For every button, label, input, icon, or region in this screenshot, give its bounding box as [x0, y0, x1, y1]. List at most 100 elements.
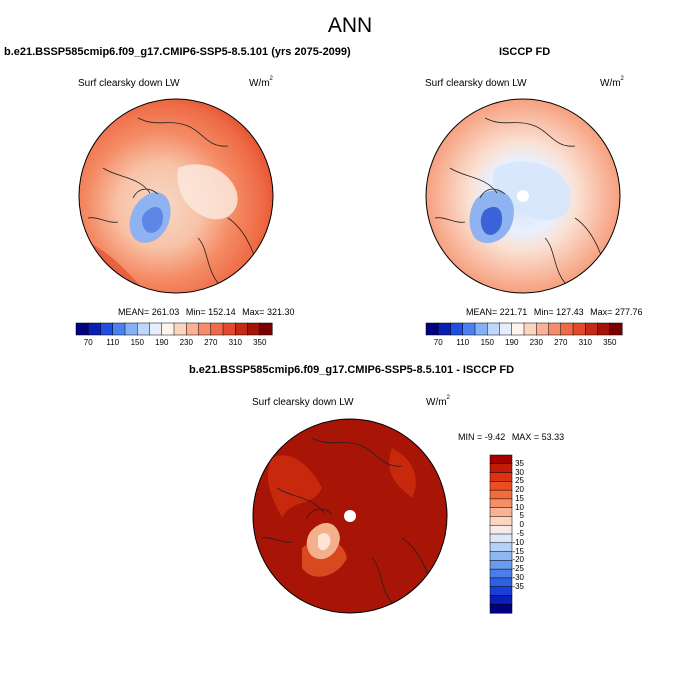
panel1-colorbar-ticks: 70 110 150 190 230 270 310 350 — [76, 338, 272, 350]
panel1-greenland-core — [141, 206, 164, 233]
panel3-colorbar-tick: -15 — [512, 546, 524, 556]
panel2-colorbar-tick: 270 — [554, 338, 568, 347]
panel2-colorbar-swatch — [572, 322, 586, 336]
panel3-title: b.e21.BSSP585cmip6.f09_g17.CMIP6-SSP5-8.… — [189, 364, 515, 376]
panel1-colorbar-swatch — [210, 322, 224, 336]
panel1-colorbar-swatch — [75, 322, 89, 336]
panel2-colorbar-swatch — [560, 322, 574, 336]
panel3-coastlines — [261, 437, 433, 604]
panel1-colorbar-swatch — [100, 322, 114, 336]
panel1-colorbar-tick: 190 — [155, 338, 169, 347]
panel1-colorbar-swatch — [112, 322, 126, 336]
panel1-colorbar-swatch — [222, 322, 236, 336]
panel2-coastlines — [434, 117, 606, 284]
panel2-colorbar-swatch — [597, 322, 611, 336]
panel2-colorbar-swatch — [450, 322, 464, 336]
panel3-colorbar-ticks: 35 30 25 20 15 10 5 0 -5 -10 -15 -20 -25 -30 -35 — [488, 455, 528, 613]
panel1-colorbar-swatch — [235, 322, 249, 336]
panel1-colorbar-tick: 270 — [204, 338, 218, 347]
figure-title: ANN — [327, 14, 373, 37]
panel2-colorbar-swatch — [548, 322, 562, 336]
panel2-colorbar-swatch — [523, 322, 537, 336]
panel1-colorbar-tick: 150 — [130, 338, 144, 347]
panel1-colorbar-tick: 310 — [228, 338, 242, 347]
panel1-coastlines — [87, 117, 259, 284]
panel3-colorbar-tick: -35 — [512, 581, 524, 591]
panel2-colorbar-tick: 350 — [603, 338, 617, 347]
panel3-colorbar-swatch — [489, 603, 513, 614]
panel2-polar-map — [425, 98, 621, 294]
panel2-units-label: W/m2 — [600, 76, 624, 89]
panel2-colorbar-swatch — [474, 322, 488, 336]
panel1-colorbar-tick: 110 — [106, 338, 120, 347]
panel3-colorbar-tick: -5 — [516, 529, 524, 538]
panel2-title: ISCCP FD — [499, 46, 551, 58]
panel2-variable-label: Surf clearsky down LW — [425, 78, 527, 89]
panel1-map-boundary — [78, 98, 274, 294]
panel1-colorbar-swatch — [186, 322, 200, 336]
panel1-colorbar-swatch — [173, 322, 187, 336]
panel1-colorbar-swatch — [124, 322, 138, 336]
panel2-colorbar-swatch — [438, 322, 452, 336]
panel2-colorbar — [425, 322, 623, 336]
panel2-colorbar-tick: 230 — [529, 338, 543, 347]
panel3-colorbar-tick: 30 — [515, 467, 524, 477]
panel2-colorbar-tick: 150 — [480, 338, 494, 347]
panel1-colorbar-swatch — [137, 322, 151, 336]
panel3-variable-label: Surf clearsky down LW — [252, 397, 354, 408]
panel3-colorbar-tick: 15 — [515, 493, 524, 503]
panel1-colorbar-swatch — [161, 322, 175, 336]
panel3-colorbar-tick: 0 — [519, 520, 524, 530]
panel3-colorbar-tick: -25 — [512, 564, 524, 574]
panel2-stats: MEAN= 221.71 Min= 127.43 Max= 277.76 — [466, 307, 643, 317]
panel1-units-label: W/m2 — [249, 76, 273, 89]
panel3-stats: MIN = -9.42 MAX = 53.33 — [458, 432, 565, 442]
panel1-colorbar-tick: 70 — [83, 338, 93, 347]
panel2-colorbar-tick: 310 — [578, 338, 592, 347]
panel3-map-boundary — [252, 418, 448, 614]
panel2-colorbar-swatch — [462, 322, 476, 336]
panel3-colorbar-tick: 20 — [515, 485, 524, 495]
panel3-greenland-core — [318, 533, 331, 551]
panel3-colorbar-tick: -10 — [512, 537, 524, 547]
panel1-title: b.e21.BSSP585cmip6.f09_g17.CMIP6-SSP5-8.… — [4, 46, 351, 58]
panel3-polar-map — [252, 418, 448, 614]
panel3-units-label: W/m2 — [426, 395, 450, 408]
panel2-colorbar-swatch — [487, 322, 501, 336]
panel1-polar-map — [78, 98, 274, 294]
panel3-field-patch-b — [389, 448, 416, 498]
panel1-colorbar-swatch — [198, 322, 212, 336]
panel1-arctic-ocean-field — [177, 164, 238, 220]
panel1-colorbar-swatch — [259, 322, 273, 336]
panel3-colorbar-tick: -30 — [512, 572, 524, 582]
panel1-variable-label: Surf clearsky down LW — [78, 78, 180, 89]
panel2-colorbar-tick: 110 — [456, 338, 470, 347]
panel2-colorbar-swatch — [609, 322, 623, 336]
panel1-colorbar-swatch — [88, 322, 102, 336]
panel3-pole-hole — [344, 510, 356, 522]
panel2-colorbar-swatch — [511, 322, 525, 336]
panel2-colorbar-tick: 70 — [433, 338, 443, 347]
panel3-colorbar-tick: 10 — [515, 502, 524, 512]
panel2-pole-hole — [517, 190, 529, 202]
panel2-colorbar-swatch — [425, 322, 439, 336]
panel2-map-boundary — [425, 98, 621, 294]
panel2-colorbar-swatch — [536, 322, 550, 336]
panel3-colorbar-tick: -20 — [512, 555, 524, 565]
panel1-colorbar — [75, 322, 273, 336]
panel1-colorbar-swatch — [149, 322, 163, 336]
panel1-stats: MEAN= 261.03 Min= 152.14 Max= 321.30 — [118, 307, 295, 317]
panel3-colorbar — [489, 454, 513, 614]
panel3-field-patch-a — [267, 455, 322, 518]
panel3-colorbar-tick: 25 — [515, 476, 524, 486]
panel2-colorbar-ticks: 70 110 150 190 230 270 310 350 — [426, 338, 622, 350]
panel2-greenland-core — [480, 206, 503, 235]
panel1-colorbar-tick: 350 — [253, 338, 267, 347]
panel3-colorbar-tick: 5 — [519, 511, 524, 521]
panel2-colorbar-tick: 190 — [505, 338, 519, 347]
panel1-colorbar-swatch — [247, 322, 261, 336]
panel2-colorbar-swatch — [585, 322, 599, 336]
panel2-colorbar-swatch — [499, 322, 513, 336]
panel3-colorbar-tick: 35 — [515, 458, 524, 468]
panel1-colorbar-tick: 230 — [179, 338, 193, 347]
